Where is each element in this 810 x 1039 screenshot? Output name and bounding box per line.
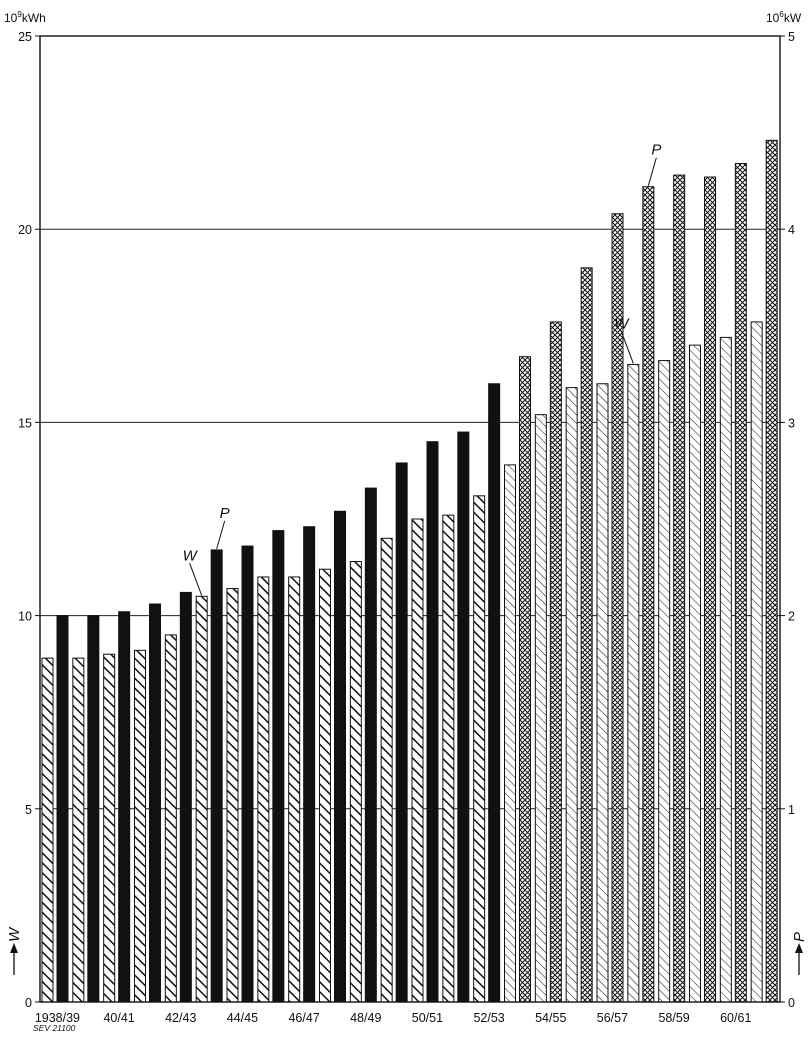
annotation-label: W bbox=[614, 315, 630, 332]
bar-p bbox=[673, 174, 686, 1003]
left-axis-ticks: 0 5 10 15 20 25 bbox=[18, 30, 40, 1010]
right-tick-label: 4 bbox=[788, 223, 795, 237]
x-axis-ticks: 1938/39 40/41 42/43 44/45 46/47 48/49 50/51 52/… bbox=[35, 1011, 752, 1025]
bar-w bbox=[411, 518, 424, 1003]
right-tick-label: 0 bbox=[788, 996, 795, 1010]
right-unit-label: 106kW bbox=[766, 10, 802, 25]
bar-w bbox=[134, 649, 146, 1003]
bars bbox=[41, 139, 778, 1003]
annotation-label: P bbox=[651, 142, 661, 159]
annotation-leader bbox=[647, 157, 657, 186]
bar-w bbox=[41, 657, 54, 1003]
x-tick-label: 60/61 bbox=[720, 1011, 751, 1025]
right-axis-ticks: 0 1 2 3 4 5 bbox=[780, 30, 795, 1010]
x-tick-label: 48/49 bbox=[350, 1011, 381, 1025]
right-axis-symbol: P bbox=[791, 932, 808, 942]
bar-p bbox=[118, 611, 131, 1003]
right-tick-label: 3 bbox=[788, 416, 795, 430]
x-tick-label: 1938/39 bbox=[35, 1011, 80, 1025]
x-tick-label: 44/45 bbox=[227, 1011, 258, 1025]
annotations: W P W P bbox=[183, 142, 661, 596]
left-unit-label: 109kWh bbox=[4, 10, 46, 25]
bar-p bbox=[519, 356, 531, 1003]
x-tick-label: 40/41 bbox=[103, 1011, 134, 1025]
bar-p bbox=[334, 510, 346, 1003]
bar-p bbox=[488, 383, 501, 1003]
x-tick-label: 46/47 bbox=[288, 1011, 319, 1025]
x-tick-label: 56/57 bbox=[597, 1011, 628, 1025]
x-tick-label: 42/43 bbox=[165, 1011, 196, 1025]
bar-p bbox=[765, 139, 778, 1003]
bar-p bbox=[210, 549, 223, 1003]
grid-lines bbox=[40, 228, 780, 810]
bar-w bbox=[380, 537, 393, 1003]
bar-w bbox=[319, 568, 331, 1003]
bar-w bbox=[349, 561, 362, 1003]
bar-p bbox=[580, 267, 593, 1003]
x-tick-label: 54/55 bbox=[535, 1011, 566, 1025]
right-tick-label: 2 bbox=[788, 610, 795, 624]
x-tick-label: 52/53 bbox=[473, 1011, 504, 1025]
annotation-label: P bbox=[220, 505, 230, 522]
annotation-leader bbox=[216, 520, 226, 550]
bar-p bbox=[56, 615, 69, 1003]
left-tick-label: 10 bbox=[18, 610, 32, 624]
bar-w bbox=[534, 414, 547, 1003]
annotation-leader bbox=[620, 331, 634, 364]
bar-p bbox=[179, 591, 192, 1003]
bar-p bbox=[395, 462, 408, 1003]
left-tick-label: 5 bbox=[25, 803, 32, 817]
annotation-label: W bbox=[183, 547, 199, 564]
bar-p bbox=[734, 163, 747, 1003]
bar-w bbox=[627, 363, 640, 1003]
bar-p bbox=[303, 526, 316, 1003]
annotation-leader bbox=[189, 563, 203, 596]
bar-p bbox=[426, 441, 439, 1003]
bar-w bbox=[288, 576, 301, 1003]
left-tick-label: 20 bbox=[18, 223, 32, 237]
left-axis-label: W bbox=[6, 926, 23, 975]
bar-w bbox=[658, 360, 671, 1003]
bar-p bbox=[549, 321, 562, 1003]
left-tick-label: 15 bbox=[18, 416, 32, 430]
bar-p bbox=[272, 530, 285, 1003]
plot-border bbox=[39, 35, 781, 1003]
right-axis-label: P bbox=[791, 932, 808, 975]
bar-w bbox=[257, 576, 270, 1003]
bar-w bbox=[473, 495, 486, 1003]
bar-p bbox=[87, 615, 100, 1003]
bar-w bbox=[719, 336, 732, 1003]
bar-p bbox=[642, 186, 655, 1003]
left-tick-label: 0 bbox=[25, 996, 32, 1010]
x-tick-label: 50/51 bbox=[412, 1011, 443, 1025]
bar-p bbox=[149, 603, 161, 1003]
bar-w bbox=[689, 344, 701, 1003]
figure-code: SEV 21100 bbox=[33, 1023, 76, 1033]
right-axis-arrow-head bbox=[795, 943, 803, 953]
bar-w bbox=[565, 387, 578, 1003]
bar-p bbox=[704, 176, 716, 1003]
bar-w bbox=[442, 514, 455, 1003]
bar-w bbox=[195, 595, 208, 1003]
bar-w bbox=[72, 657, 85, 1003]
bar-p bbox=[457, 431, 470, 1003]
bar-w bbox=[103, 653, 116, 1003]
left-tick-label: 25 bbox=[18, 30, 32, 44]
bar-w bbox=[750, 321, 763, 1003]
x-tick-label: 58/59 bbox=[658, 1011, 689, 1025]
right-tick-label: 5 bbox=[788, 30, 795, 44]
left-axis-symbol: W bbox=[6, 926, 23, 942]
bar-w bbox=[164, 634, 177, 1003]
bar-w bbox=[504, 464, 516, 1003]
left-axis-arrow-head bbox=[10, 943, 18, 953]
bar-w bbox=[596, 383, 609, 1003]
right-tick-label: 1 bbox=[788, 803, 795, 817]
bar-p bbox=[241, 545, 254, 1003]
plot-frame bbox=[39, 35, 781, 1003]
bar-w bbox=[226, 588, 239, 1003]
bar-p bbox=[364, 487, 377, 1003]
